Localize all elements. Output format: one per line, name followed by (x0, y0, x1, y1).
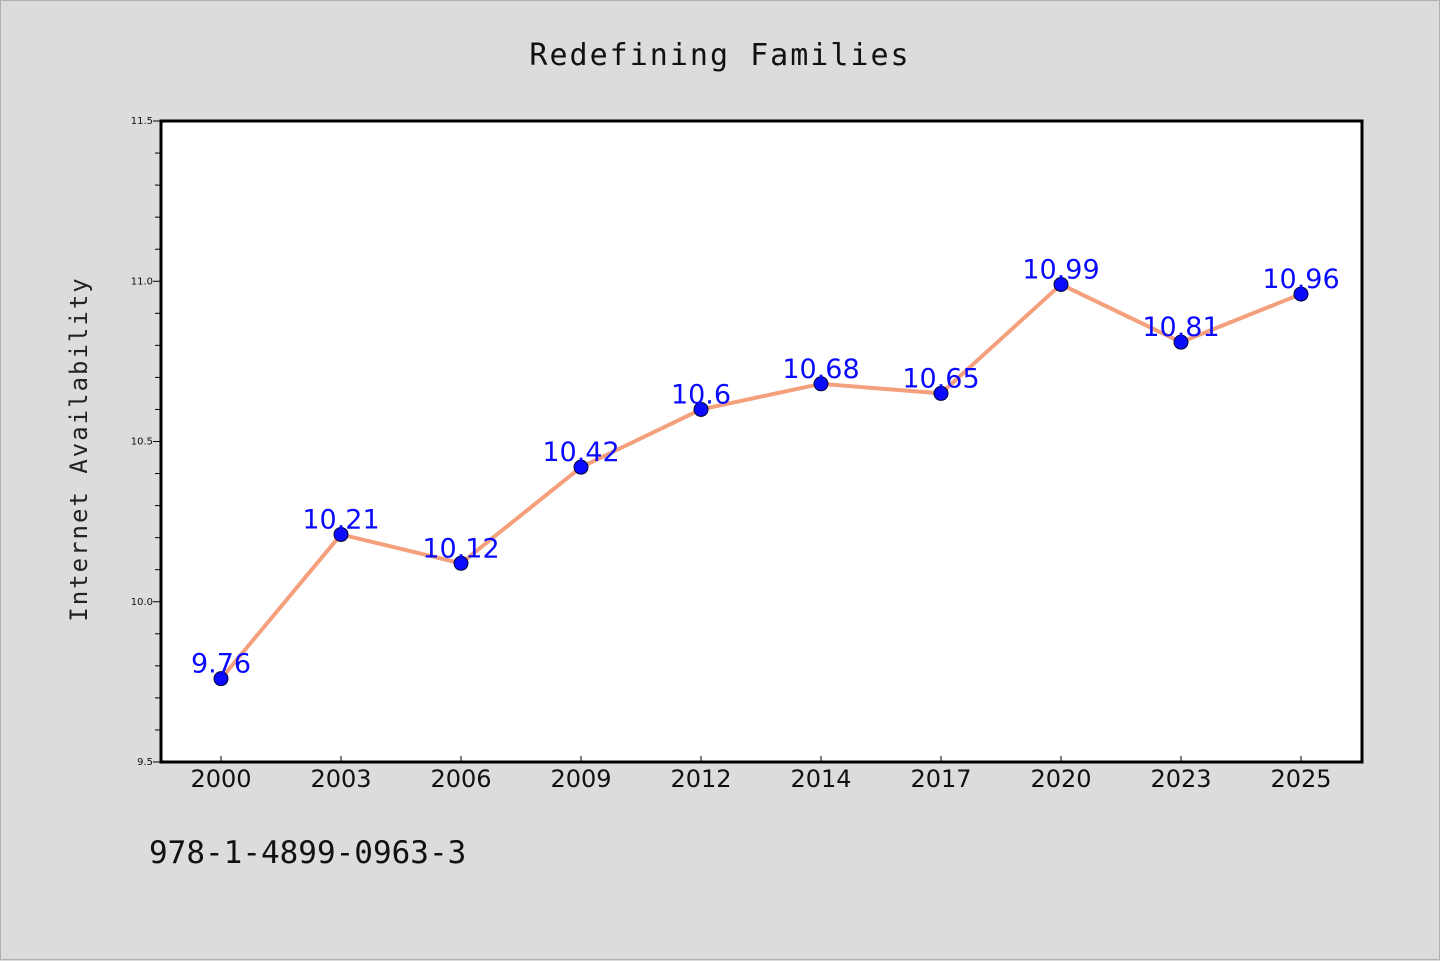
plot-area (159, 119, 1364, 764)
data-point (813, 376, 829, 392)
data-point (693, 401, 709, 417)
data-point (213, 671, 229, 687)
data-point (933, 385, 949, 401)
isbn-label: 978-1-4899-0963-3 (149, 835, 467, 871)
data-label: 10.68 (782, 354, 859, 385)
data-label: 10.21 (302, 504, 379, 535)
x-tick-label: 2020 (1030, 765, 1091, 793)
x-tick-label: 2012 (670, 765, 731, 793)
data-point (453, 555, 469, 571)
x-tick-label: 2017 (910, 765, 971, 793)
y-axis-label: Internet Availability (65, 276, 93, 621)
y-tick-label: 11.0 (131, 276, 153, 287)
data-label: 9.76 (191, 649, 251, 680)
data-point (333, 526, 349, 542)
data-label: 10.81 (1142, 312, 1219, 343)
data-label: 10.65 (902, 363, 979, 394)
x-tick-label: 2000 (190, 765, 251, 793)
x-tick-label: 2025 (1270, 765, 1331, 793)
series-line (219, 282, 1303, 681)
x-tick-label: 2009 (550, 765, 611, 793)
data-label: 10.6 (671, 379, 731, 410)
x-tick-label: 2023 (1150, 765, 1211, 793)
data-label: 10.99 (1022, 254, 1099, 285)
data-point (1173, 334, 1189, 350)
y-tick-label: 10.0 (131, 597, 153, 608)
x-tick-label: 2003 (310, 765, 371, 793)
data-point (573, 459, 589, 475)
data-point (1053, 276, 1069, 292)
chart-title: Redefining Families (529, 38, 910, 73)
series-layer: 9.76 10.21 10.12 10.42 10.6 10.68 10.65 10.99 10… (191, 254, 1340, 687)
y-tick-label: 10.5 (131, 437, 153, 448)
data-label: 10.12 (422, 533, 499, 564)
data-label: 10.96 (1262, 264, 1339, 295)
data-point (1293, 286, 1309, 302)
y-tick-label: 9.5 (137, 757, 153, 768)
y-tick-label: 11.5 (131, 116, 153, 127)
y-axis: 9.5 10.0 10.5 11.0 11.5 (131, 116, 161, 768)
x-tick-label: 2014 (790, 765, 851, 793)
x-axis: 2000 2003 2006 2009 2012 2014 2017 2020 2023 2025 (190, 756, 1332, 793)
data-label: 10.42 (542, 437, 619, 468)
x-tick-label: 2006 (430, 765, 491, 793)
